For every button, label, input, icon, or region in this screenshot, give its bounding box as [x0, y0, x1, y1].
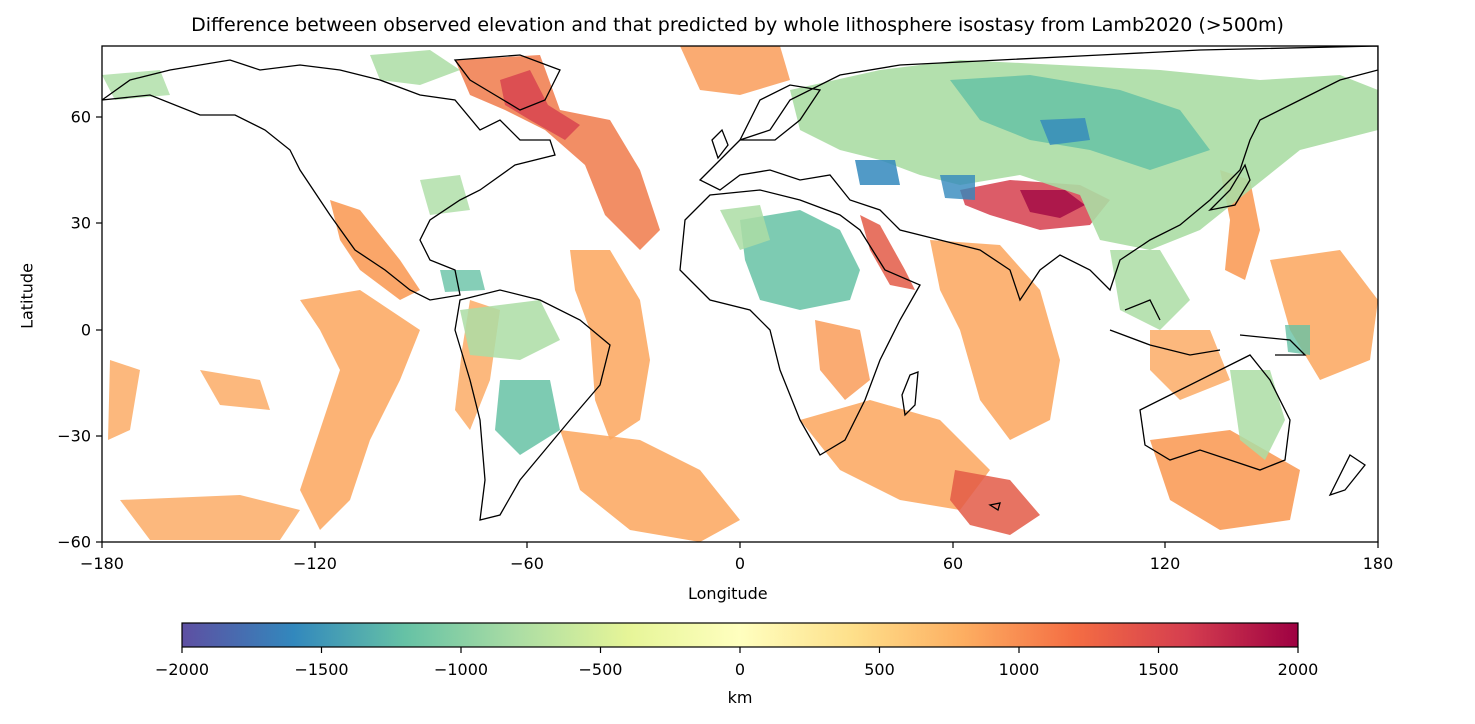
- anomaly-red-sea: [860, 215, 915, 290]
- y-tick-label: 60: [70, 107, 91, 127]
- anomaly-north-america-east: [420, 175, 470, 215]
- anomaly-mozambique: [815, 320, 870, 400]
- colorbar-tick-label: −2000: [154, 660, 210, 679]
- anomaly-alaska: [102, 70, 170, 100]
- anomaly-southwest-pacific: [1270, 250, 1378, 380]
- x-tick-label: 0: [734, 554, 746, 573]
- coast-new-zealand: [1328, 454, 1366, 497]
- colorbar-tick-label: 2000: [1277, 660, 1319, 679]
- anomaly-caspian: [855, 160, 900, 185]
- anomaly-sahara: [740, 210, 860, 310]
- anomaly-cordillera: [330, 200, 420, 300]
- anomaly-se-asia: [1110, 250, 1190, 330]
- anomaly-south-atlantic: [560, 430, 740, 542]
- coast-antarctica-tip: [988, 502, 1001, 512]
- anomaly-east-asia: [1150, 330, 1230, 400]
- coast-britain: [711, 128, 729, 160]
- x-tick-label: 180: [1362, 554, 1394, 573]
- x-axis-label: Longitude: [688, 584, 768, 603]
- colorbar-label: km: [727, 688, 753, 707]
- coast-north-america: [102, 59, 556, 301]
- anomaly-north-atlantic-norway: [680, 46, 790, 95]
- anomaly-north-pacific: [108, 360, 140, 440]
- anomaly-greenland-core: [500, 70, 580, 140]
- x-tick-label: −60: [510, 554, 544, 573]
- x-tick-label: 120: [1149, 554, 1181, 573]
- anomaly-australia: [1230, 370, 1285, 460]
- coast-africa: [679, 189, 921, 456]
- anomaly-new-guinea: [1285, 325, 1310, 355]
- anomaly-siberia: [790, 60, 1378, 250]
- coast-south-america: [454, 289, 611, 521]
- colorbar-tick-label: −500: [578, 660, 623, 679]
- anomaly-central-asia-low: [1040, 118, 1090, 145]
- coast-australia: [1139, 354, 1291, 471]
- anomaly-kerguelen: [950, 470, 1040, 535]
- anomaly-central-asia-blue: [940, 175, 975, 200]
- anomaly-southwest-indian: [800, 400, 990, 510]
- anomaly-amazon: [460, 300, 560, 360]
- coast-eurasia: [698, 46, 1378, 302]
- anomaly-tibet-core: [1020, 190, 1085, 218]
- coastlines: [102, 46, 1378, 521]
- colorbar-tick-marks: [181, 647, 1299, 653]
- y-tick-label: 0: [80, 320, 91, 340]
- coast-japan: [1208, 163, 1251, 212]
- colorbar-tick-label: 1500: [1138, 660, 1179, 679]
- coast-scandinavia: [738, 84, 822, 141]
- colorbar-tick-label: 500: [864, 660, 895, 679]
- anomaly-sahara-light: [720, 205, 770, 250]
- y-tick-label: −30: [57, 426, 91, 446]
- anomaly-east-pacific-rise: [300, 290, 420, 530]
- x-tick-label: 60: [942, 554, 964, 573]
- y-tick-marks: [96, 116, 102, 543]
- y-axis-label: Latitude: [17, 263, 37, 329]
- x-tick-label: −180: [80, 554, 124, 573]
- coast-indonesia: [1109, 299, 1307, 356]
- anomaly-indian-ocean-ridge: [930, 240, 1060, 440]
- colorbar-tick-label: −1500: [294, 660, 349, 679]
- anomaly-field: [102, 46, 1378, 542]
- colorbar-tick-label: −1000: [433, 660, 489, 679]
- anomaly-pacific-south: [120, 495, 300, 540]
- anomaly-south-america-interior: [495, 380, 560, 455]
- coast-greenland: [453, 54, 561, 111]
- colorbar: [181, 622, 1299, 648]
- y-tick-label: 30: [70, 213, 91, 233]
- anomaly-eastern-pacific-west: [200, 370, 270, 410]
- colorbar-tick-label: 0: [734, 660, 746, 679]
- coast-madagascar: [901, 371, 919, 417]
- anomaly-caribbean: [440, 270, 485, 292]
- y-tick-label: −60: [57, 532, 91, 552]
- anomaly-southern-ocean-east: [1150, 430, 1300, 530]
- x-tick-marks: [101, 542, 1379, 548]
- figure-title: Difference between observed elevation an…: [191, 14, 1284, 36]
- colorbar-tick-label: 1000: [998, 660, 1040, 679]
- anomaly-greenland-mid-atlantic: [455, 55, 660, 250]
- anomaly-arctic-canada: [370, 50, 460, 85]
- x-tick-label: −120: [293, 554, 337, 573]
